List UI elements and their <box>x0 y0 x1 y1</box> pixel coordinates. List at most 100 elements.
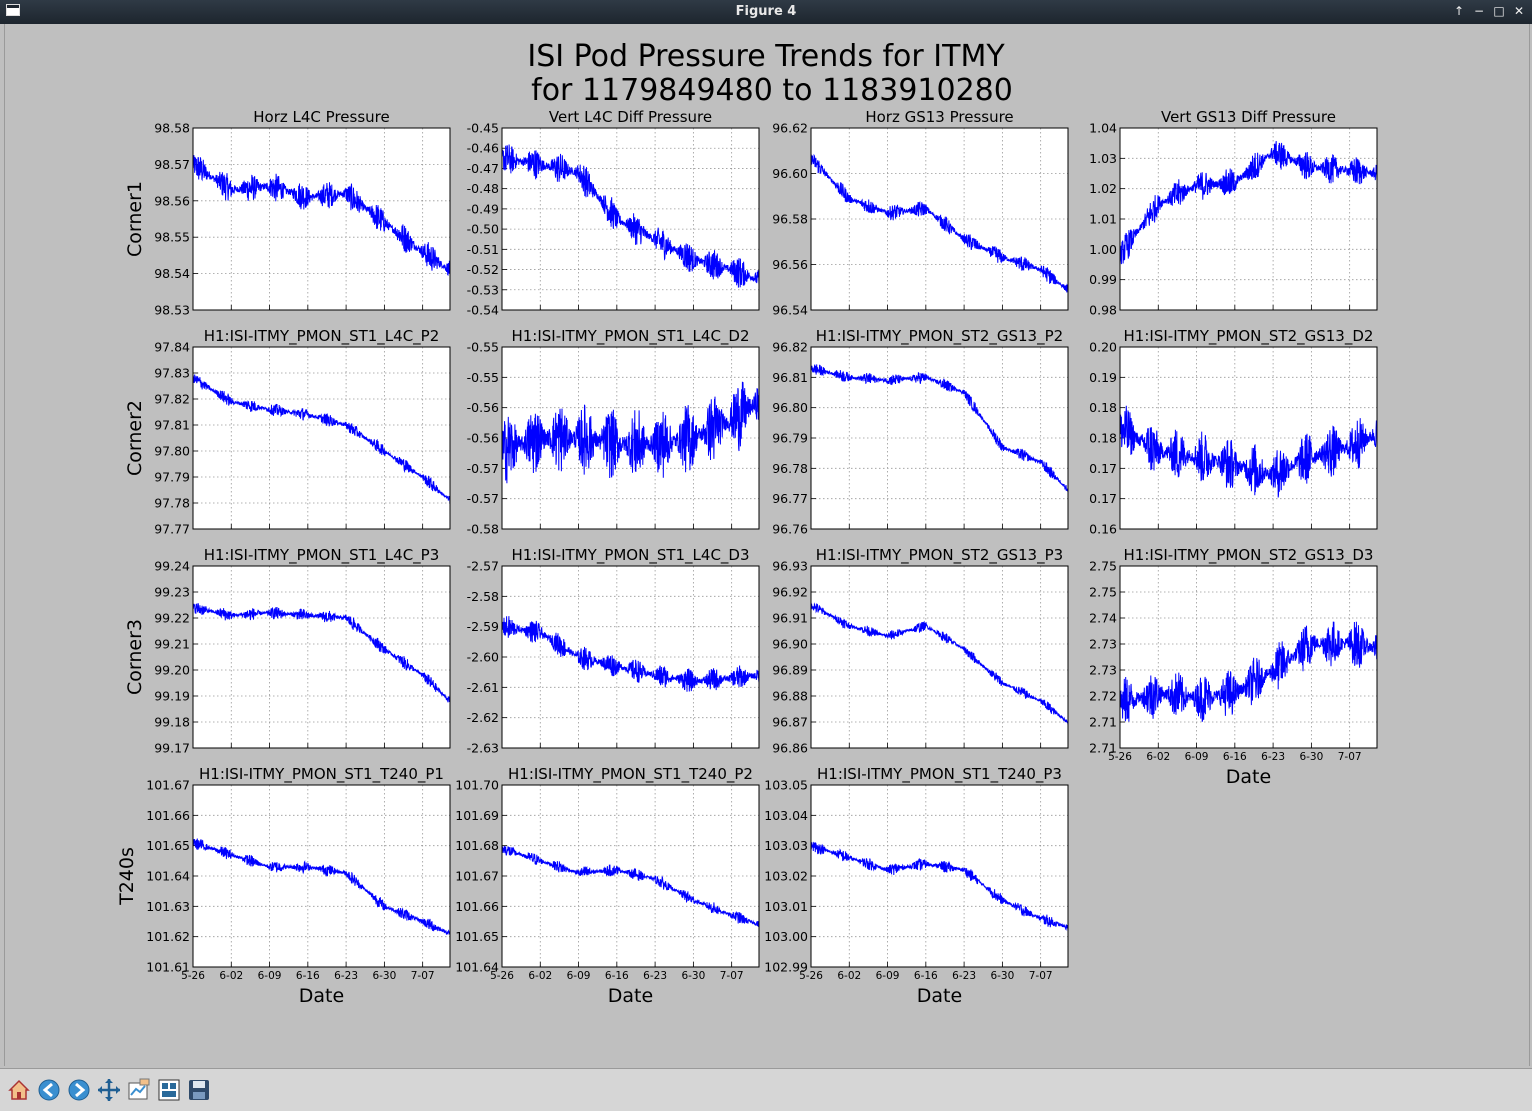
series-line <box>501 381 760 484</box>
axes-frame <box>192 784 451 968</box>
subplot-3-3: 96.93 96.92 96.91 96.90 96.89 96.88 96.87 96.86… <box>772 546 1069 756</box>
subplot-title: H1:ISI-ITMY_PMON_ST2_GS13_P3 <box>816 546 1063 565</box>
y-tick-label: 98.58 <box>154 121 190 136</box>
y-tick-label: 96.92 <box>772 585 808 600</box>
subplot-2-1: 97.84 97.83 97.82 97.81 97.80 97.79 97.78 97.77… <box>124 327 451 537</box>
subplot-title: H1:ISI-ITMY_PMON_ST1_L4C_P2 <box>204 327 440 346</box>
y-tick-label: 101.64 <box>146 869 190 884</box>
subplot-1-2: -0.45 -0.46 -0.47 -0.48 -0.49 -0.50 -0.51 -0.52… <box>467 108 760 318</box>
axes-frame <box>501 346 760 530</box>
navigation-toolbar <box>0 1068 1532 1111</box>
x-tick-label: 5-26 <box>799 970 823 982</box>
pin-icon[interactable]: ↑ <box>1453 4 1465 18</box>
configure-subplots-button[interactable] <box>155 1076 183 1104</box>
y-tick-label: 0.16 <box>1089 522 1117 537</box>
series-line <box>1119 405 1378 498</box>
y-tick-label: 0.17 <box>1089 491 1117 506</box>
y-tick-label: 96.91 <box>772 611 808 626</box>
x-tick-label: 6-30 <box>990 970 1014 982</box>
subplot-title: H1:ISI-ITMY_PMON_ST1_L4C_D2 <box>511 327 749 346</box>
y-tick-label: 97.84 <box>154 340 190 355</box>
y-tick-label: 2.75 <box>1089 559 1117 574</box>
y-tick-label: 96.86 <box>772 741 808 756</box>
row-label: Corner3 <box>124 619 146 695</box>
x-tick-label: 7-07 <box>1338 751 1362 763</box>
y-tick-label: -0.50 <box>467 222 499 237</box>
y-tick-label: 0.17 <box>1089 461 1117 476</box>
x-tick-label: 6-23 <box>952 970 976 982</box>
y-tick-label: 2.71 <box>1089 741 1117 756</box>
x-tick-label: 6-30 <box>1299 751 1323 763</box>
save-button[interactable] <box>185 1076 213 1104</box>
series-line <box>501 845 760 928</box>
subplot-title: H1:ISI-ITMY_PMON_ST1_T240_P2 <box>508 765 753 784</box>
y-tick-label: 101.65 <box>455 929 499 944</box>
series-line <box>192 374 451 505</box>
subplot-title: Horz L4C Pressure <box>253 108 389 126</box>
axes-background <box>193 128 450 310</box>
y-tick-label: 97.80 <box>154 444 190 459</box>
y-tick-label: 98.56 <box>154 193 190 208</box>
y-tick-label: 101.65 <box>146 838 190 853</box>
subplot-title: H1:ISI-ITMY_PMON_ST2_GS13_D3 <box>1124 546 1374 565</box>
home-button[interactable] <box>5 1076 33 1104</box>
y-tick-label: 96.79 <box>772 431 808 446</box>
y-tick-label: 98.54 <box>154 266 190 281</box>
y-tick-label: 0.18 <box>1089 431 1117 446</box>
y-tick-label: 98.53 <box>154 303 190 318</box>
axes-frame <box>192 346 451 530</box>
x-tick-label: 6-30 <box>681 970 705 982</box>
y-tick-label: -0.57 <box>467 491 499 506</box>
back-button[interactable] <box>35 1076 63 1104</box>
subplot-title: Horz GS13 Pressure <box>865 108 1013 126</box>
minimize-icon[interactable]: − <box>1473 4 1485 18</box>
y-tick-label: 1.02 <box>1089 181 1117 196</box>
zoom-button[interactable] <box>125 1076 153 1104</box>
x-axis-label: Date <box>608 985 653 1007</box>
configure-subplots-icon <box>158 1079 180 1101</box>
y-tick-label: 98.55 <box>154 230 190 245</box>
x-axis-label: Date <box>299 985 344 1007</box>
x-axis-label: Date <box>917 985 962 1007</box>
pan-icon <box>98 1079 120 1101</box>
y-tick-label: 1.00 <box>1089 242 1117 257</box>
y-tick-label: 101.64 <box>455 960 499 975</box>
y-tick-label: 101.67 <box>455 869 499 884</box>
subplot-4-3: 103.05 103.04 103.03 103.02 103.01 103.00 102.… <box>764 765 1069 1007</box>
y-tick-label: -0.52 <box>467 262 499 277</box>
y-tick-label: 96.89 <box>772 663 808 678</box>
y-tick-label: -0.58 <box>467 522 499 537</box>
forward-button[interactable] <box>65 1076 93 1104</box>
subplot-title: H1:ISI-ITMY_PMON_ST2_GS13_P2 <box>816 327 1063 346</box>
y-tick-label: 97.78 <box>154 496 190 511</box>
series-line <box>1119 141 1378 265</box>
y-tick-label: 99.21 <box>154 637 190 652</box>
y-tick-label: 2.73 <box>1089 663 1117 678</box>
close-icon[interactable]: ✕ <box>1513 4 1525 18</box>
x-tick-label: 6-23 <box>334 970 358 982</box>
y-tick-label: 96.62 <box>772 121 808 136</box>
y-tick-label: -2.63 <box>467 741 499 756</box>
subplot-title: Vert GS13 Diff Pressure <box>1161 108 1336 126</box>
y-tick-label: 99.22 <box>154 611 190 626</box>
y-tick-label: 99.20 <box>154 663 190 678</box>
maximize-icon[interactable]: □ <box>1493 4 1505 18</box>
window-menu-icon[interactable] <box>6 4 20 16</box>
pan-button[interactable] <box>95 1076 123 1104</box>
y-tick-label: 96.76 <box>772 522 808 537</box>
y-tick-label: 103.01 <box>764 899 808 914</box>
figure-title-line2: for 1179849480 to 1183910280 <box>531 73 1013 108</box>
y-tick-label: 96.60 <box>772 166 808 181</box>
series-line <box>810 841 1069 932</box>
forward-icon <box>68 1079 90 1101</box>
axes-background <box>1120 566 1377 748</box>
y-tick-label: 2.72 <box>1089 689 1117 704</box>
y-tick-label: 101.61 <box>146 960 190 975</box>
subplot-4-1: 101.67 101.66 101.65 101.64 101.63 101.62 101.… <box>116 765 451 1007</box>
y-tick-label: 97.79 <box>154 470 190 485</box>
x-tick-label: 6-30 <box>372 970 396 982</box>
y-tick-label: 101.69 <box>455 808 499 823</box>
y-tick-label: 1.04 <box>1089 121 1117 136</box>
series-line <box>501 144 760 288</box>
y-tick-label: 96.80 <box>772 400 808 415</box>
